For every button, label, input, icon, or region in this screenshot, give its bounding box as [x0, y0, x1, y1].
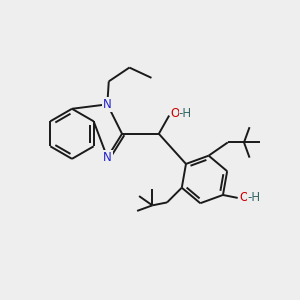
Text: -H: -H — [247, 191, 260, 204]
Text: O: O — [171, 107, 180, 120]
Text: -H: -H — [178, 107, 192, 120]
Text: N: N — [103, 151, 112, 164]
Text: N: N — [103, 98, 112, 111]
Text: O: O — [239, 191, 248, 204]
